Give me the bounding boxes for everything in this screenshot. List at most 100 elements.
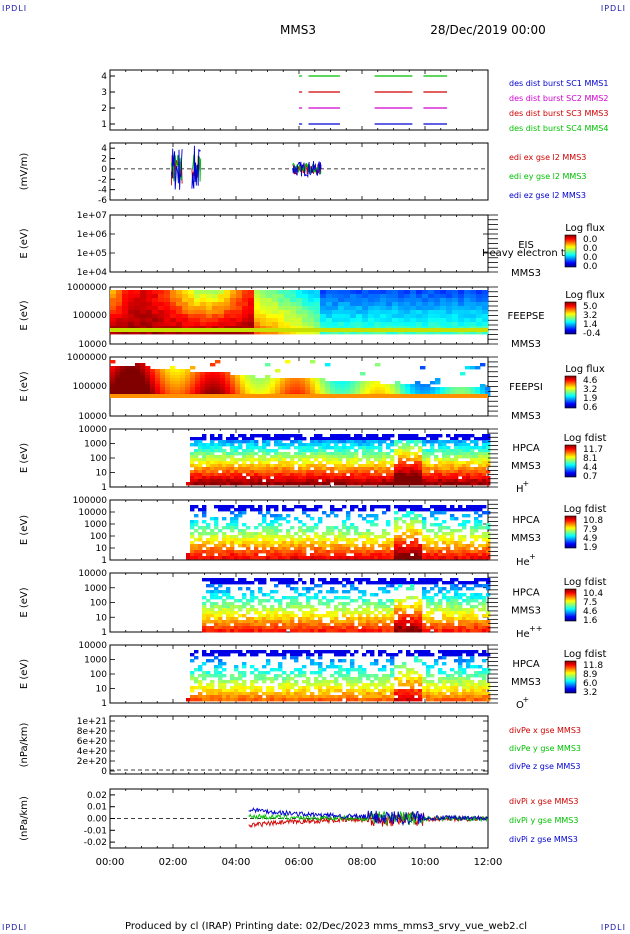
spectrogram-cell	[438, 434, 443, 438]
y-tick-label: 1000	[84, 440, 107, 450]
spectrogram-cell	[434, 318, 441, 323]
spectrogram-cell	[482, 476, 487, 480]
spectrogram-cell	[375, 381, 381, 385]
spectrogram-cell	[362, 452, 367, 456]
spectrogram-cell	[175, 387, 181, 391]
spectrogram-cell	[302, 446, 307, 450]
spectrogram-cell	[344, 290, 351, 295]
spectrogram-cell	[430, 553, 435, 557]
spectrogram-cell	[482, 505, 487, 509]
spectrogram-cell	[398, 605, 403, 609]
spectrogram-cell	[286, 532, 291, 536]
spectrogram-cell	[186, 556, 191, 560]
spectrogram-cell	[406, 449, 411, 453]
spectrogram-cell	[226, 440, 231, 444]
spectrogram-cell	[278, 298, 285, 303]
spectrogram-cell	[434, 310, 441, 315]
spectrogram-cell	[306, 467, 311, 471]
spectrogram-cell	[308, 322, 315, 327]
spectrogram-cell	[226, 508, 231, 512]
spectrogram-cell	[326, 294, 333, 299]
spectrogram-cell	[164, 314, 171, 319]
spectrogram-cell	[270, 578, 275, 582]
spectrogram-cell	[290, 677, 295, 681]
spectrogram-cell	[266, 437, 271, 441]
spectrogram-cell	[270, 470, 275, 474]
spectrogram-cell	[296, 306, 303, 311]
spectrogram-cell	[270, 449, 275, 453]
spectrogram-cell	[454, 449, 459, 453]
spectrogram-cell	[318, 434, 323, 438]
y-tick-label: 3	[101, 88, 107, 98]
spectrogram-cell	[334, 473, 339, 477]
spectrogram-cell	[454, 602, 459, 606]
spectrogram-cell	[320, 381, 326, 385]
spectrogram-cell	[258, 581, 263, 585]
spectrogram-cell	[282, 482, 287, 486]
spectrogram-cell	[262, 674, 267, 678]
spectrogram-cell	[392, 290, 399, 295]
spectrogram-cell	[246, 544, 251, 548]
spectrogram-cell	[300, 387, 306, 391]
spectrogram-cell	[274, 599, 279, 603]
spectrogram-cell	[170, 378, 176, 382]
spectrogram-cell	[462, 547, 467, 551]
spectrogram-cell	[242, 434, 247, 438]
spectrogram-cell	[418, 479, 423, 483]
spectrogram-cell	[290, 614, 295, 618]
spectrogram-cell	[402, 505, 407, 509]
spectrogram-cell	[430, 479, 435, 483]
spectrogram-cell	[290, 330, 297, 335]
spectrogram-cell	[285, 384, 291, 388]
spacecraft-label: MMS3	[511, 606, 541, 617]
spectrogram-cell	[342, 620, 347, 624]
spectrogram-cell	[446, 602, 451, 606]
spectrogram-cell	[220, 378, 226, 382]
spectrogram-cell	[250, 698, 255, 702]
spectrogram-cell	[426, 482, 431, 486]
spectrogram-cell	[250, 608, 255, 612]
spectrogram-cell	[482, 553, 487, 557]
spectrogram-cell	[478, 455, 483, 459]
spectrogram-cell	[346, 479, 351, 483]
spectrogram-cell	[454, 617, 459, 621]
spectrogram-cell	[164, 294, 171, 299]
spectrogram-cell	[290, 535, 295, 539]
spectrogram-cell	[115, 384, 121, 388]
spectrogram-cell	[334, 514, 339, 518]
spectrogram-cell	[110, 298, 117, 303]
spectrogram-cell	[358, 508, 363, 512]
spectrogram-cell	[250, 476, 255, 480]
spectrogram-cell	[254, 550, 259, 554]
spectrogram-cell	[462, 611, 467, 615]
spectrogram-cell	[226, 578, 231, 582]
spectrogram-cell	[310, 538, 315, 542]
spectrogram-cell	[378, 440, 383, 444]
spectrogram-cell	[170, 302, 177, 307]
spectrogram-cell	[282, 550, 287, 554]
spectrogram-cell	[374, 605, 379, 609]
spectrogram-cell	[188, 306, 195, 311]
spectrogram-cell	[358, 479, 363, 483]
spectrogram-cell	[242, 476, 247, 480]
spectrogram-cell	[464, 290, 471, 295]
spectrogram-cell	[134, 298, 141, 303]
spectrogram-cell	[386, 476, 391, 480]
y-axis-label: E (eV)	[19, 587, 30, 617]
spectrogram-cell	[386, 467, 391, 471]
spectrogram-cell	[458, 482, 463, 486]
spectrogram-cell	[270, 686, 275, 690]
spectrogram-cell	[254, 596, 259, 600]
spectrogram-cell	[185, 390, 191, 394]
spectrogram-cell	[385, 387, 391, 391]
colorbar-tick-label: 4.6	[583, 607, 598, 617]
spectrogram-cell	[266, 310, 273, 315]
spectrogram-cell	[382, 605, 387, 609]
spectrogram-cell	[326, 298, 333, 303]
spectrogram-cell	[410, 544, 415, 548]
spectrogram-cell	[226, 464, 231, 468]
spectrogram-cell	[350, 455, 355, 459]
spectrogram-cell	[242, 294, 249, 299]
spectrogram-cell	[214, 578, 219, 582]
spectrogram-cell	[226, 556, 231, 560]
